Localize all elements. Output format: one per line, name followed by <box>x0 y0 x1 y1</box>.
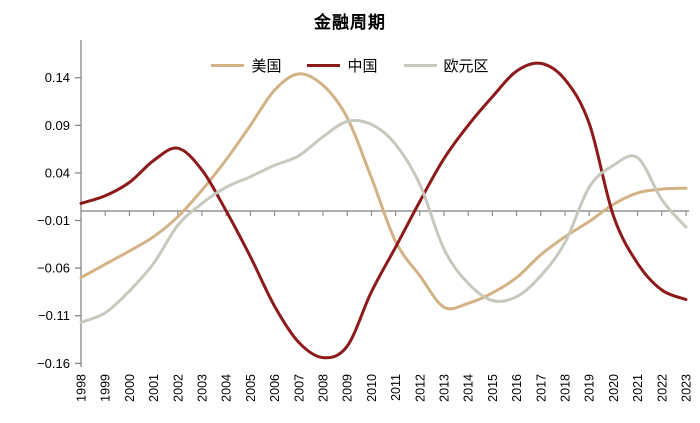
x-tick-label: 2022 <box>655 374 669 402</box>
x-tick-label: 2000 <box>123 374 137 402</box>
x-tick-label: 2009 <box>341 374 355 402</box>
legend-item-eurozone: 欧元区 <box>403 55 489 76</box>
chart-legend: 美国 中国 欧元区 <box>0 55 700 76</box>
x-tick-label: 2011 <box>389 374 403 401</box>
legend-item-china: 中国 <box>307 55 378 76</box>
series-line-us <box>79 72 688 311</box>
x-tick-label: 2016 <box>510 374 524 402</box>
y-tick-label: −0.06 <box>37 261 70 276</box>
x-tick-label: 2017 <box>534 374 548 402</box>
x-tick-label: 2001 <box>147 374 161 402</box>
y-tick-label: 0.04 <box>45 165 70 180</box>
x-tick-label: 2014 <box>462 374 476 402</box>
x-tick-label: 1998 <box>75 374 89 402</box>
x-tick-label: 2012 <box>413 374 427 402</box>
y-tick-label: −0.01 <box>37 213 70 228</box>
series-line-eurozone <box>79 118 688 324</box>
x-tick-label: 2007 <box>292 374 306 402</box>
x-tick-label: 2018 <box>559 374 573 402</box>
legend-swatch-us <box>211 64 245 67</box>
legend-label-us: 美国 <box>251 58 282 75</box>
x-tick-label: 2019 <box>583 374 597 402</box>
y-tick-label: 0.09 <box>45 118 70 133</box>
legend-swatch-china <box>307 64 341 67</box>
legend-label-eurozone: 欧元区 <box>443 58 489 75</box>
series-line-china <box>79 61 688 360</box>
x-tick-label: 2021 <box>631 374 645 402</box>
x-tick-label: 2005 <box>244 374 258 402</box>
x-tick-label: 2023 <box>680 374 694 402</box>
x-tick-label: 2002 <box>171 374 185 402</box>
x-tick-label: 2003 <box>196 374 210 402</box>
x-tick-label: 2013 <box>438 374 452 402</box>
x-tick-label: 1999 <box>99 374 113 402</box>
x-tick-label: 2004 <box>220 374 234 402</box>
x-tick-label: 2010 <box>365 374 379 402</box>
y-tick-label: 0.14 <box>45 70 70 85</box>
chart-title: 金融周期 <box>314 13 386 32</box>
x-tick-label: 2015 <box>486 374 500 402</box>
y-tick-label: −0.11 <box>38 308 70 323</box>
legend-label-china: 中国 <box>347 58 378 75</box>
y-tick-label: −0.16 <box>37 356 70 371</box>
legend-swatch-eurozone <box>403 64 437 67</box>
x-tick-label: 2020 <box>607 374 621 402</box>
x-tick-label: 2008 <box>317 374 331 402</box>
x-tick-label: 2006 <box>268 374 282 402</box>
legend-item-us: 美国 <box>211 55 281 76</box>
